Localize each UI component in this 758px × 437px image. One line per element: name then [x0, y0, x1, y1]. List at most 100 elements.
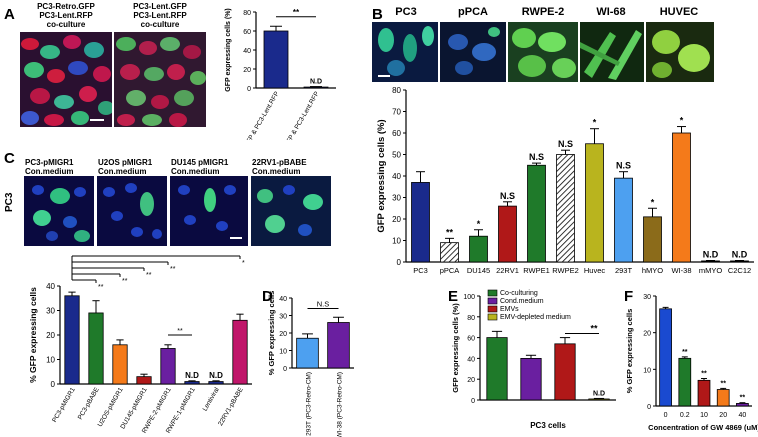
panel-b-image-title-4: WI-68	[596, 6, 626, 18]
panel-b-micrograph-1	[372, 22, 438, 82]
y-tick-label: 60	[392, 129, 401, 138]
x-tick-label: RWPE2	[552, 266, 579, 275]
panel-b-micrograph-5	[646, 22, 714, 82]
y-tick-label: 20	[643, 331, 651, 338]
y-tick-label: 30	[392, 194, 401, 203]
x-tick-label: PC3-pMIGR1	[51, 386, 77, 424]
significance-label: **	[701, 371, 707, 378]
y-tick-label: 20	[467, 377, 475, 384]
bar	[296, 337, 319, 369]
x-axis-label: Concentration of GW 4869 (uM)	[648, 423, 758, 432]
significance-label: **	[146, 272, 152, 279]
x-tick-label: 20	[719, 412, 727, 419]
legend-label: EMV-depleted medium	[500, 314, 571, 321]
panel-label-f: F	[624, 288, 634, 305]
significance-label: N.D	[310, 79, 322, 86]
chart-d: 0 10 20 30 40% GFP expressing cells 293T (PC3…	[267, 291, 354, 437]
x-tick-label: 40	[739, 412, 747, 419]
x-axis-label: PC3 cells	[530, 421, 566, 430]
x-tick-label: Lentiviral	[202, 386, 221, 413]
y-axis-label: % GFP expressing cells	[267, 291, 276, 376]
legend-swatch	[487, 297, 498, 305]
panel-b-image-title-5: HUVEC	[659, 6, 699, 18]
y-tick-label: 80	[243, 10, 251, 17]
x-tick-label: 22RV1-pBABE	[217, 386, 245, 427]
panel-label-c: C	[4, 150, 15, 167]
y-tick-label: 10	[46, 356, 55, 365]
bar	[588, 398, 610, 401]
bar	[701, 260, 720, 263]
x-tick-label: 293T (PC3-Retro-CM)	[306, 372, 313, 436]
y-tick-label: 0	[283, 366, 287, 373]
panel-c-image-title-2: U2OS pMIGR1 Con.medium	[98, 158, 153, 176]
y-tick-label: 20	[392, 215, 401, 224]
legend-swatch	[487, 305, 498, 313]
panel-a-micrograph-2	[114, 32, 206, 127]
y-tick-label: 10	[643, 367, 651, 374]
bar	[554, 343, 576, 401]
significance-label: **	[122, 278, 128, 285]
panel-c-side-label: PC3	[4, 192, 15, 212]
y-tick-label: 100	[463, 294, 475, 301]
bar	[697, 379, 711, 407]
significance-label: N.D	[209, 371, 223, 380]
y-axis-label: GFP expressing cells (%)	[225, 8, 232, 92]
significance-label: **	[177, 328, 183, 335]
y-tick-label: 20	[243, 67, 251, 74]
significance-label: N.D	[593, 390, 605, 397]
bar	[136, 376, 152, 385]
bar	[672, 132, 691, 263]
panel-c-image-title-1: PC3-pMIGR1 Con.medium	[25, 158, 74, 176]
bar	[263, 30, 289, 89]
y-tick-label: 40	[467, 356, 475, 363]
y-tick-label: 20	[46, 331, 55, 340]
significance-label: **	[740, 395, 746, 402]
chart-c: 0 10 20 30 40 % GFP expressing cells PC3-pMIGR…	[28, 255, 252, 435]
significance-label: *	[680, 116, 684, 126]
significance-label: N.S	[529, 152, 544, 162]
panel-c-micrograph-1	[24, 176, 94, 246]
significance-label: N.D	[732, 249, 748, 259]
y-tick-label: 40	[392, 172, 401, 181]
y-tick-label: 0	[471, 398, 475, 405]
panel-b-micrograph-2	[440, 22, 506, 82]
significance-label: N.S	[616, 161, 631, 171]
x-tick-label: DU145	[467, 266, 490, 275]
x-tick-label: 22RV1	[496, 266, 519, 275]
panel-b-image-title-1: PC3	[395, 6, 417, 18]
bar	[486, 337, 508, 401]
y-axis-label: % GFP expressing cells	[28, 287, 38, 383]
x-tick-label: U2OS-pMIGR1	[97, 386, 125, 428]
y-tick-label: 30	[279, 314, 287, 321]
x-tick-label: 293T	[615, 266, 633, 275]
significance-label: **	[293, 8, 300, 17]
significance-label: N.S	[558, 139, 573, 149]
x-tick-label: mMYO	[699, 266, 722, 275]
legend-swatch	[487, 313, 498, 321]
bar	[160, 348, 176, 385]
y-tick-label: 80	[392, 86, 401, 95]
legend-label: Cond.medium	[500, 298, 544, 305]
y-tick-label: 40	[279, 296, 287, 303]
x-tick-label: 10	[700, 412, 708, 419]
panel-label-a: A	[4, 6, 15, 23]
x-tick-label: 0.2	[680, 412, 690, 419]
panel-b-micrograph-3	[508, 22, 578, 82]
x-tick-label: PC3-Retro.GFP & PC3-Lent.RFP	[227, 91, 281, 141]
bar	[716, 389, 730, 407]
bar	[469, 235, 488, 263]
bar	[64, 295, 80, 385]
bar	[678, 357, 692, 407]
y-tick-label: 0	[647, 404, 651, 411]
bar	[520, 358, 542, 401]
panel-b-image-title-2: pPCA	[458, 6, 488, 18]
chart-a: 0 20 40 60 80 GFP expressing cells (%)PC3-Ret…	[225, 8, 336, 141]
bar	[736, 403, 749, 407]
x-tick-label: PC3-pBABE	[77, 386, 101, 421]
panel-c-image-title-3: DU145 pMIGR1 Con.medium	[171, 158, 229, 176]
panel-c-image-title-4: 22RV1-pBABE Con.medium	[252, 158, 307, 176]
bar	[556, 154, 575, 263]
bar	[184, 381, 200, 385]
y-tick-label: 50	[392, 151, 401, 160]
